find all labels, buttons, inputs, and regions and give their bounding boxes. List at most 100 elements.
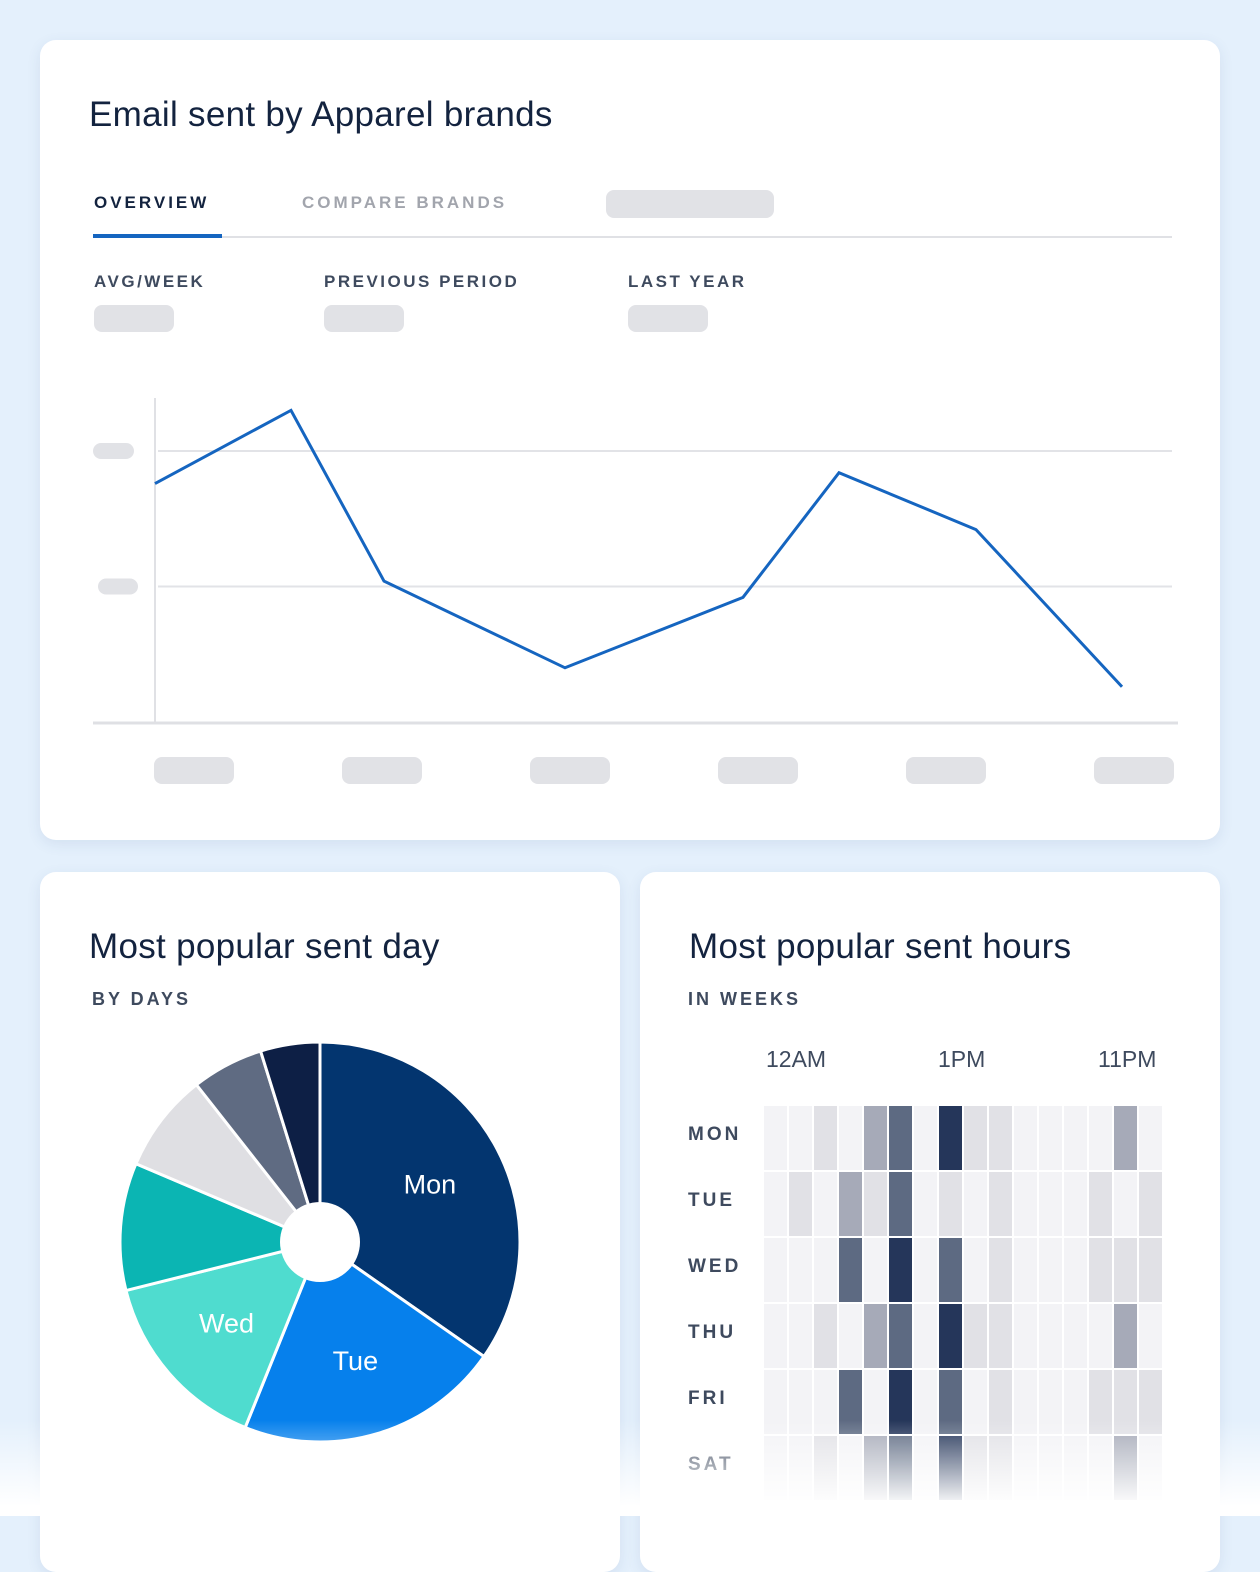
heatmap-cell [814, 1172, 837, 1236]
day-label-thu: THU [688, 1322, 737, 1343]
heatmap-cell [889, 1172, 912, 1236]
heatmap-cell [1064, 1436, 1087, 1500]
pie-card-title: Most popular sent day [89, 927, 440, 966]
heatmap-cell [914, 1106, 937, 1170]
hour-label: 12AM [766, 1046, 827, 1072]
heatmap-cell [989, 1304, 1012, 1368]
heatmap [764, 1106, 1162, 1500]
heatmap-cell [989, 1172, 1012, 1236]
heatmap-cell [1114, 1370, 1137, 1434]
heatmap-cell [1089, 1370, 1112, 1434]
heatmap-cell [939, 1106, 962, 1170]
heatmap-cell [964, 1304, 987, 1368]
stat-label-previous-period: PREVIOUS PERIOD [324, 272, 520, 291]
heatmap-cell [1089, 1436, 1112, 1500]
day-label-mon: MON [688, 1124, 742, 1145]
heatmap-cell [1064, 1370, 1087, 1434]
heatmap-cell [964, 1172, 987, 1236]
stat-label-avg-week: AVG/WEEK [94, 272, 206, 291]
x-tick-label-placeholder [530, 757, 610, 784]
pie-slice-mon [318, 1040, 522, 1359]
pie-center-hole [280, 1202, 360, 1282]
heatmap-cell [864, 1106, 887, 1170]
tab-compare-brands[interactable]: COMPARE BRANDS [302, 193, 508, 212]
line-chart [93, 398, 1178, 784]
heatmap-cell [1039, 1106, 1062, 1170]
pie-slice-label: Mon [404, 1170, 457, 1200]
active-tab-indicator [93, 234, 222, 238]
x-tick-label-placeholder [906, 757, 986, 784]
pie-slice-label: Tue [333, 1346, 379, 1376]
pie-slice-other [118, 1161, 325, 1293]
stat-value-placeholder [628, 305, 708, 332]
heatmap-cell [1139, 1106, 1162, 1170]
y-tick-label-placeholder [98, 578, 138, 595]
tab-overview[interactable]: OVERVIEW [94, 193, 210, 212]
tabs-divider [93, 236, 1172, 238]
hour-label: 11PM [1098, 1046, 1157, 1072]
heatmap-cell [939, 1370, 962, 1434]
heatmap-cell [1014, 1172, 1037, 1236]
heatmap-cell [989, 1106, 1012, 1170]
heatmap-cell [1089, 1238, 1112, 1302]
day-label-fri: FRI [688, 1388, 728, 1409]
heatmap-cell [864, 1370, 887, 1434]
heatmap-cell [1014, 1370, 1037, 1434]
heatmap-cell [789, 1238, 812, 1302]
heatmap-cell [764, 1172, 787, 1236]
heatmap-cell [989, 1370, 1012, 1434]
heatmap-cell [914, 1370, 937, 1434]
heatmap-cell [964, 1436, 987, 1500]
heatmap-cell [839, 1238, 862, 1302]
heatmap-cell [764, 1436, 787, 1500]
heatmap-cell [789, 1370, 812, 1434]
stat-value-placeholder [94, 305, 174, 332]
heatmap-cell [864, 1238, 887, 1302]
pie-slice-other [133, 1082, 322, 1244]
heatmap-cell [964, 1106, 987, 1170]
line-card-title: Email sent by Apparel brands [89, 95, 553, 134]
heatmap-cell [939, 1238, 962, 1302]
heatmap-cell [789, 1106, 812, 1170]
heatmap-cell [889, 1436, 912, 1500]
heatmap-cell [839, 1436, 862, 1500]
heatmap-cell [764, 1370, 787, 1434]
heatmap-cell [914, 1436, 937, 1500]
heatmap-cell [789, 1436, 812, 1500]
heatmap-cell [914, 1238, 937, 1302]
x-tick-label-placeholder [342, 757, 422, 784]
y-tick-label-placeholder [93, 443, 134, 459]
heatmap-cell [1114, 1172, 1137, 1236]
heatmap-cell [1039, 1172, 1062, 1236]
tab-placeholder[interactable] [606, 190, 774, 218]
heatmap-cell [1014, 1106, 1037, 1170]
x-tick-label-placeholder [1094, 757, 1174, 784]
heat-card-subtitle: IN WEEKS [688, 989, 802, 1009]
heatmap-cell [939, 1436, 962, 1500]
heatmap-cell [1114, 1238, 1137, 1302]
heatmap-cell [1139, 1370, 1162, 1434]
heatmap-cell [914, 1172, 937, 1236]
heatmap-cell [839, 1172, 862, 1236]
heatmap-cell [1114, 1106, 1137, 1170]
heatmap-cell [764, 1106, 787, 1170]
heatmap-cell [1064, 1106, 1087, 1170]
heatmap-cell [789, 1304, 812, 1368]
heatmap-cell [864, 1172, 887, 1236]
heatmap-cell [1039, 1304, 1062, 1368]
heatmap-cell [889, 1370, 912, 1434]
pie-slice-label: Wed [199, 1308, 254, 1338]
heatmap-cell [839, 1304, 862, 1368]
heatmap-cell [889, 1304, 912, 1368]
heatmap-cell [1014, 1436, 1037, 1500]
heatmap-cell [1139, 1172, 1162, 1236]
pie-slice-other [258, 1040, 322, 1243]
heatmap-cell [1014, 1304, 1037, 1368]
pie-card-subtitle: BY DAYS [92, 989, 192, 1009]
heatmap-cell [964, 1370, 987, 1434]
pie-chart: Mon Tue Wed [118, 1040, 522, 1444]
heatmap-cell [839, 1370, 862, 1434]
x-tick-label-placeholder [154, 757, 234, 784]
heatmap-cell [989, 1436, 1012, 1500]
heatmap-cell [1139, 1304, 1162, 1368]
